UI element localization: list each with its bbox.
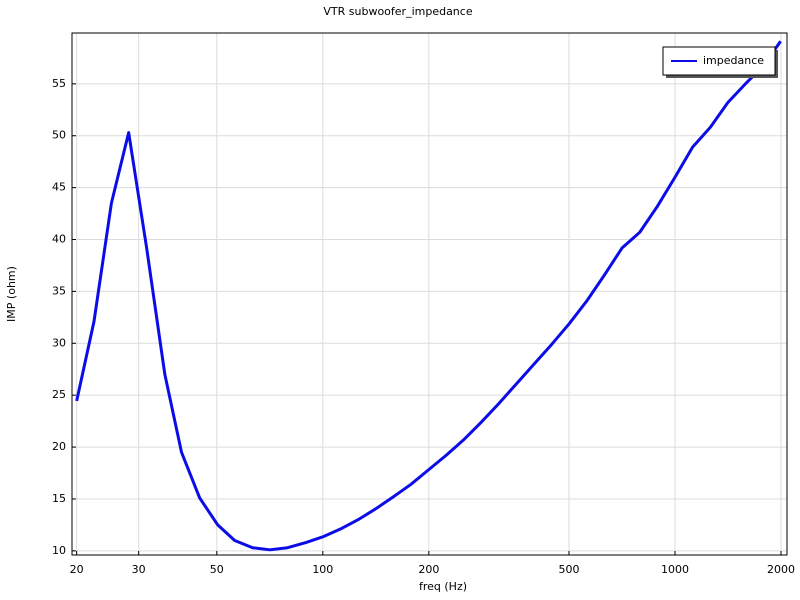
x-tick-label: 200 xyxy=(418,563,439,576)
y-tick-label: 15 xyxy=(52,492,66,505)
x-tick-label: 100 xyxy=(312,563,333,576)
plot-frame xyxy=(71,32,788,556)
y-tick-label: 30 xyxy=(52,336,66,349)
y-tick-label: 25 xyxy=(52,388,66,401)
x-tick-label: 20 xyxy=(70,563,84,576)
y-tick-label: 50 xyxy=(52,129,66,142)
y-tick-label: 20 xyxy=(52,440,66,453)
y-tick-label: 10 xyxy=(52,544,66,557)
y-tick-label: 45 xyxy=(52,181,66,194)
x-tick-label: 50 xyxy=(210,563,224,576)
x-tick-label: 2000 xyxy=(767,563,795,576)
legend-label: impedance xyxy=(703,54,764,67)
x-tick-label: 500 xyxy=(558,563,579,576)
y-tick-label: 40 xyxy=(52,233,66,246)
chart-title: VTR subwoofer_impedance xyxy=(323,5,472,18)
y-axis-label: IMP (ohm) xyxy=(5,266,18,322)
y-tick-label: 55 xyxy=(52,77,66,90)
x-axis-label: freq (Hz) xyxy=(419,580,467,593)
x-tick-label: 1000 xyxy=(661,563,689,576)
data-line xyxy=(75,40,782,552)
y-tick-label: 35 xyxy=(52,284,66,297)
x-tick-label: 30 xyxy=(132,563,146,576)
